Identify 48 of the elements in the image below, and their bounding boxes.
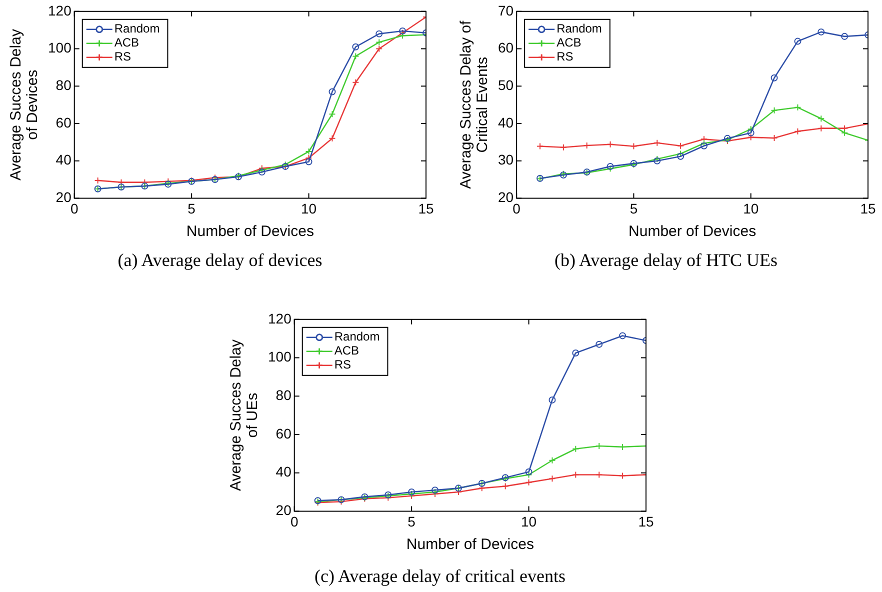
y-tick-label: 120 bbox=[48, 2, 72, 18]
x-tick-label: 5 bbox=[408, 513, 416, 530]
y-tick-label: 40 bbox=[498, 114, 514, 130]
x-tick-label: 15 bbox=[638, 513, 654, 530]
y-tick-label: 100 bbox=[268, 348, 292, 365]
legend-label: Random bbox=[556, 22, 602, 36]
x-tick-label: 10 bbox=[520, 513, 537, 530]
y-tick-label: 60 bbox=[276, 425, 292, 442]
y-tick-label: 40 bbox=[56, 152, 72, 168]
y-tick-label: 80 bbox=[56, 76, 72, 93]
legend-label: RS bbox=[334, 358, 352, 372]
x-tick-label: 10 bbox=[300, 200, 317, 216]
legend-label: ACB bbox=[114, 36, 140, 50]
y-tick-label: 60 bbox=[498, 40, 514, 56]
y-tick-label: 20 bbox=[498, 189, 514, 206]
y-axis-title: Average Succes Delay of UEs bbox=[227, 339, 261, 492]
text: (b) Average delay of HTC UEs bbox=[553, 250, 779, 271]
y-tick-label: 70 bbox=[498, 2, 514, 18]
y-tick-label: 50 bbox=[498, 76, 514, 93]
x-tick-label: 15 bbox=[860, 200, 876, 216]
x-tick-label: 0 bbox=[512, 200, 521, 216]
y-axis-title: Average Succes Delay of Devices bbox=[7, 28, 41, 181]
y-tick-label: 60 bbox=[56, 114, 72, 130]
legend-label: RS bbox=[114, 50, 132, 64]
y-tick-label: 100 bbox=[48, 40, 72, 56]
x-axis-title: Number of Devices bbox=[186, 223, 314, 240]
text: (c) Average delay of critical events bbox=[313, 566, 567, 587]
x-tick-label: 15 bbox=[418, 200, 434, 216]
y-axis-title: Average Succes Delay of Critical Events bbox=[457, 20, 491, 189]
y-tick-label: 30 bbox=[498, 152, 514, 168]
y-tick-label: 120 bbox=[268, 310, 292, 326]
x-axis-title: Number of Devices bbox=[628, 223, 756, 240]
y-tick-label: 20 bbox=[276, 502, 292, 518]
x-tick-label: 10 bbox=[743, 200, 759, 216]
legend-label: RS bbox=[556, 50, 574, 64]
x-tick-label: 5 bbox=[188, 200, 196, 216]
legend-label: ACB bbox=[334, 344, 360, 358]
legend-label: Random bbox=[114, 22, 160, 36]
x-tick-label: 0 bbox=[70, 200, 78, 216]
x-axis-title: Number of Devices bbox=[406, 536, 534, 554]
x-tick-label: 5 bbox=[630, 200, 638, 216]
legend-label: ACB bbox=[556, 36, 582, 50]
y-tick-label: 80 bbox=[276, 386, 292, 403]
text: (a) Average delay of devices bbox=[116, 250, 324, 271]
y-tick-label: 40 bbox=[276, 464, 292, 480]
x-tick-label: 0 bbox=[290, 513, 298, 530]
y-tick-label: 20 bbox=[56, 189, 72, 206]
legend-label: Random bbox=[334, 330, 380, 344]
